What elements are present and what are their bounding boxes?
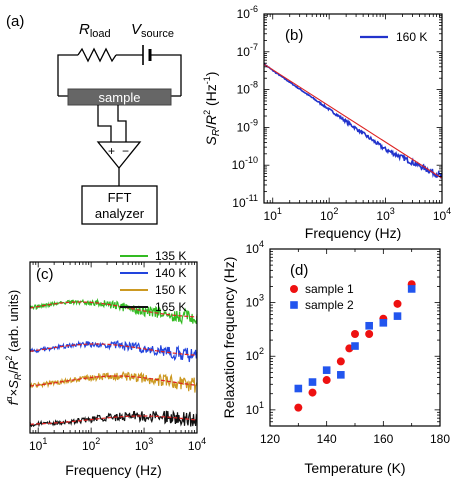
- y-tick-label-d: 103: [246, 293, 264, 310]
- y-tick-label-d: 104: [246, 239, 264, 256]
- y-tick-label-b: 10-7: [237, 42, 258, 59]
- fft-analyzer-box: [81, 185, 158, 225]
- legend-label-sample-2: sample 2: [305, 298, 354, 312]
- legend-label-140k: 140 K: [155, 266, 186, 280]
- svg-text:Vsource: Vsource: [131, 21, 174, 40]
- plot-frame-b: [263, 13, 443, 204]
- resistor: [77, 47, 117, 63]
- point-sample-2: [393, 312, 402, 320]
- point-sample-1: [365, 329, 374, 338]
- fit-line-135k: [29, 301, 197, 318]
- series-line-150k: [29, 370, 198, 393]
- fit-line-165k: [30, 415, 198, 425]
- legend-label-135k: 135 K: [155, 249, 186, 263]
- x-tick-label-d: 160: [373, 432, 393, 446]
- point-sample-2: [365, 321, 373, 330]
- point-sample-2: [407, 285, 416, 293]
- legend-marker-sample-1: [290, 285, 298, 293]
- x-tick-label-c: 102: [82, 436, 100, 453]
- legend-label-sample-1: sample 1: [305, 282, 354, 296]
- point-sample-2: [337, 371, 345, 379]
- y-tick-label-b: 10-6: [237, 4, 258, 21]
- x-tick-label-c: 103: [135, 436, 153, 453]
- legend-label-160k: 160 K: [396, 30, 427, 44]
- v-source-subscript: source: [141, 28, 174, 40]
- panel-a-label: (a): [6, 13, 24, 30]
- point-sample-2: [351, 342, 359, 350]
- x-tick-label-c: 101: [29, 436, 47, 453]
- fit-line-140k: [29, 343, 198, 356]
- y-axis-label-c: fα×SR/R2 (arb. units): [4, 290, 23, 405]
- y-tick-label-b: 10-10: [232, 155, 258, 172]
- point-sample-2: [294, 384, 303, 393]
- fft-label-line2: analyzer: [95, 206, 145, 221]
- x-tick-label-d: 120: [260, 432, 280, 446]
- legend-label-150k: 150 K: [155, 283, 186, 297]
- series-line-135k: [29, 297, 198, 325]
- x-tick-label-b: 101: [264, 206, 282, 223]
- amp-minus: −: [122, 144, 129, 158]
- v-source-label: V: [131, 21, 143, 38]
- panel-b-label: (b): [285, 27, 303, 44]
- x-tick-label-b: 104: [433, 206, 451, 223]
- legend-label-165k: 165 K: [155, 300, 186, 314]
- x-tick-label-b: 103: [376, 206, 394, 223]
- y-tick-label-b: 10-9: [237, 117, 258, 134]
- series-line-165k: [29, 409, 198, 428]
- point-sample-2: [322, 366, 331, 374]
- x-tick-label-c: 104: [188, 436, 206, 453]
- fft-label-line1: FFT: [108, 190, 132, 205]
- amplifier-icon: [96, 141, 142, 170]
- point-sample-2: [308, 378, 317, 386]
- panel-c-chart: 101 102 103 104 Frequency (Hz) fα×SR/R2 (arb.…: [4, 249, 206, 478]
- battery: [142, 45, 152, 65]
- series-160k-line: [263, 62, 443, 180]
- y-tick-label-b: 10-8: [237, 80, 258, 97]
- panel-d-label: (d): [290, 262, 308, 279]
- point-sample-1: [336, 357, 345, 366]
- point-sample-1: [393, 299, 402, 308]
- y-tick-label-b: 10-11: [232, 193, 258, 210]
- x-tick-label-b: 102: [320, 206, 338, 223]
- x-axis-label-d: Temperature (K): [304, 460, 405, 476]
- y-tick-label-d: 102: [246, 346, 264, 363]
- x-axis-label-b: Frequency (Hz): [305, 225, 401, 241]
- point-sample-1: [308, 388, 317, 397]
- x-tick-label-d: 180: [430, 432, 450, 446]
- y-axis-label-b: SR/R2 (Hz-1): [202, 72, 222, 146]
- sample-box: [67, 88, 172, 106]
- y-axis-label-d: Relaxation frequency (Hz): [221, 257, 237, 419]
- point-sample-1: [294, 403, 303, 412]
- panel-a: (a) Rload Vsource sample + − FFT: [6, 13, 182, 225]
- panel-d-chart: 120 140 160 180 101 102 103 104 Temperature (K) R…: [221, 239, 450, 476]
- legend-marker-sample-2: [290, 301, 298, 309]
- panel-c-label: (c): [36, 266, 54, 283]
- point-sample-1: [322, 376, 331, 385]
- wire-left: [57, 54, 78, 96]
- fit-line-150k: [29, 375, 198, 387]
- x-axis-label-c: Frequency (Hz): [65, 462, 161, 478]
- amp-plus: +: [108, 144, 115, 158]
- fit-line: [263, 63, 443, 179]
- plot-frame-c: [29, 261, 198, 434]
- svg-text:Rload: Rload: [79, 21, 111, 40]
- point-sample-2: [379, 319, 388, 327]
- panel-b-chart: 101 102 103 104 10-11 10-10 10-9 10-8 10-7 10-6 Fr…: [202, 4, 451, 241]
- r-load-label: R: [79, 21, 90, 38]
- sample-label: sample: [99, 90, 141, 105]
- series-line-140k: [29, 340, 198, 363]
- r-load-subscript: load: [90, 28, 111, 40]
- y-tick-label-d: 101: [246, 400, 264, 417]
- point-sample-1: [351, 329, 359, 338]
- x-tick-label-d: 140: [317, 432, 337, 446]
